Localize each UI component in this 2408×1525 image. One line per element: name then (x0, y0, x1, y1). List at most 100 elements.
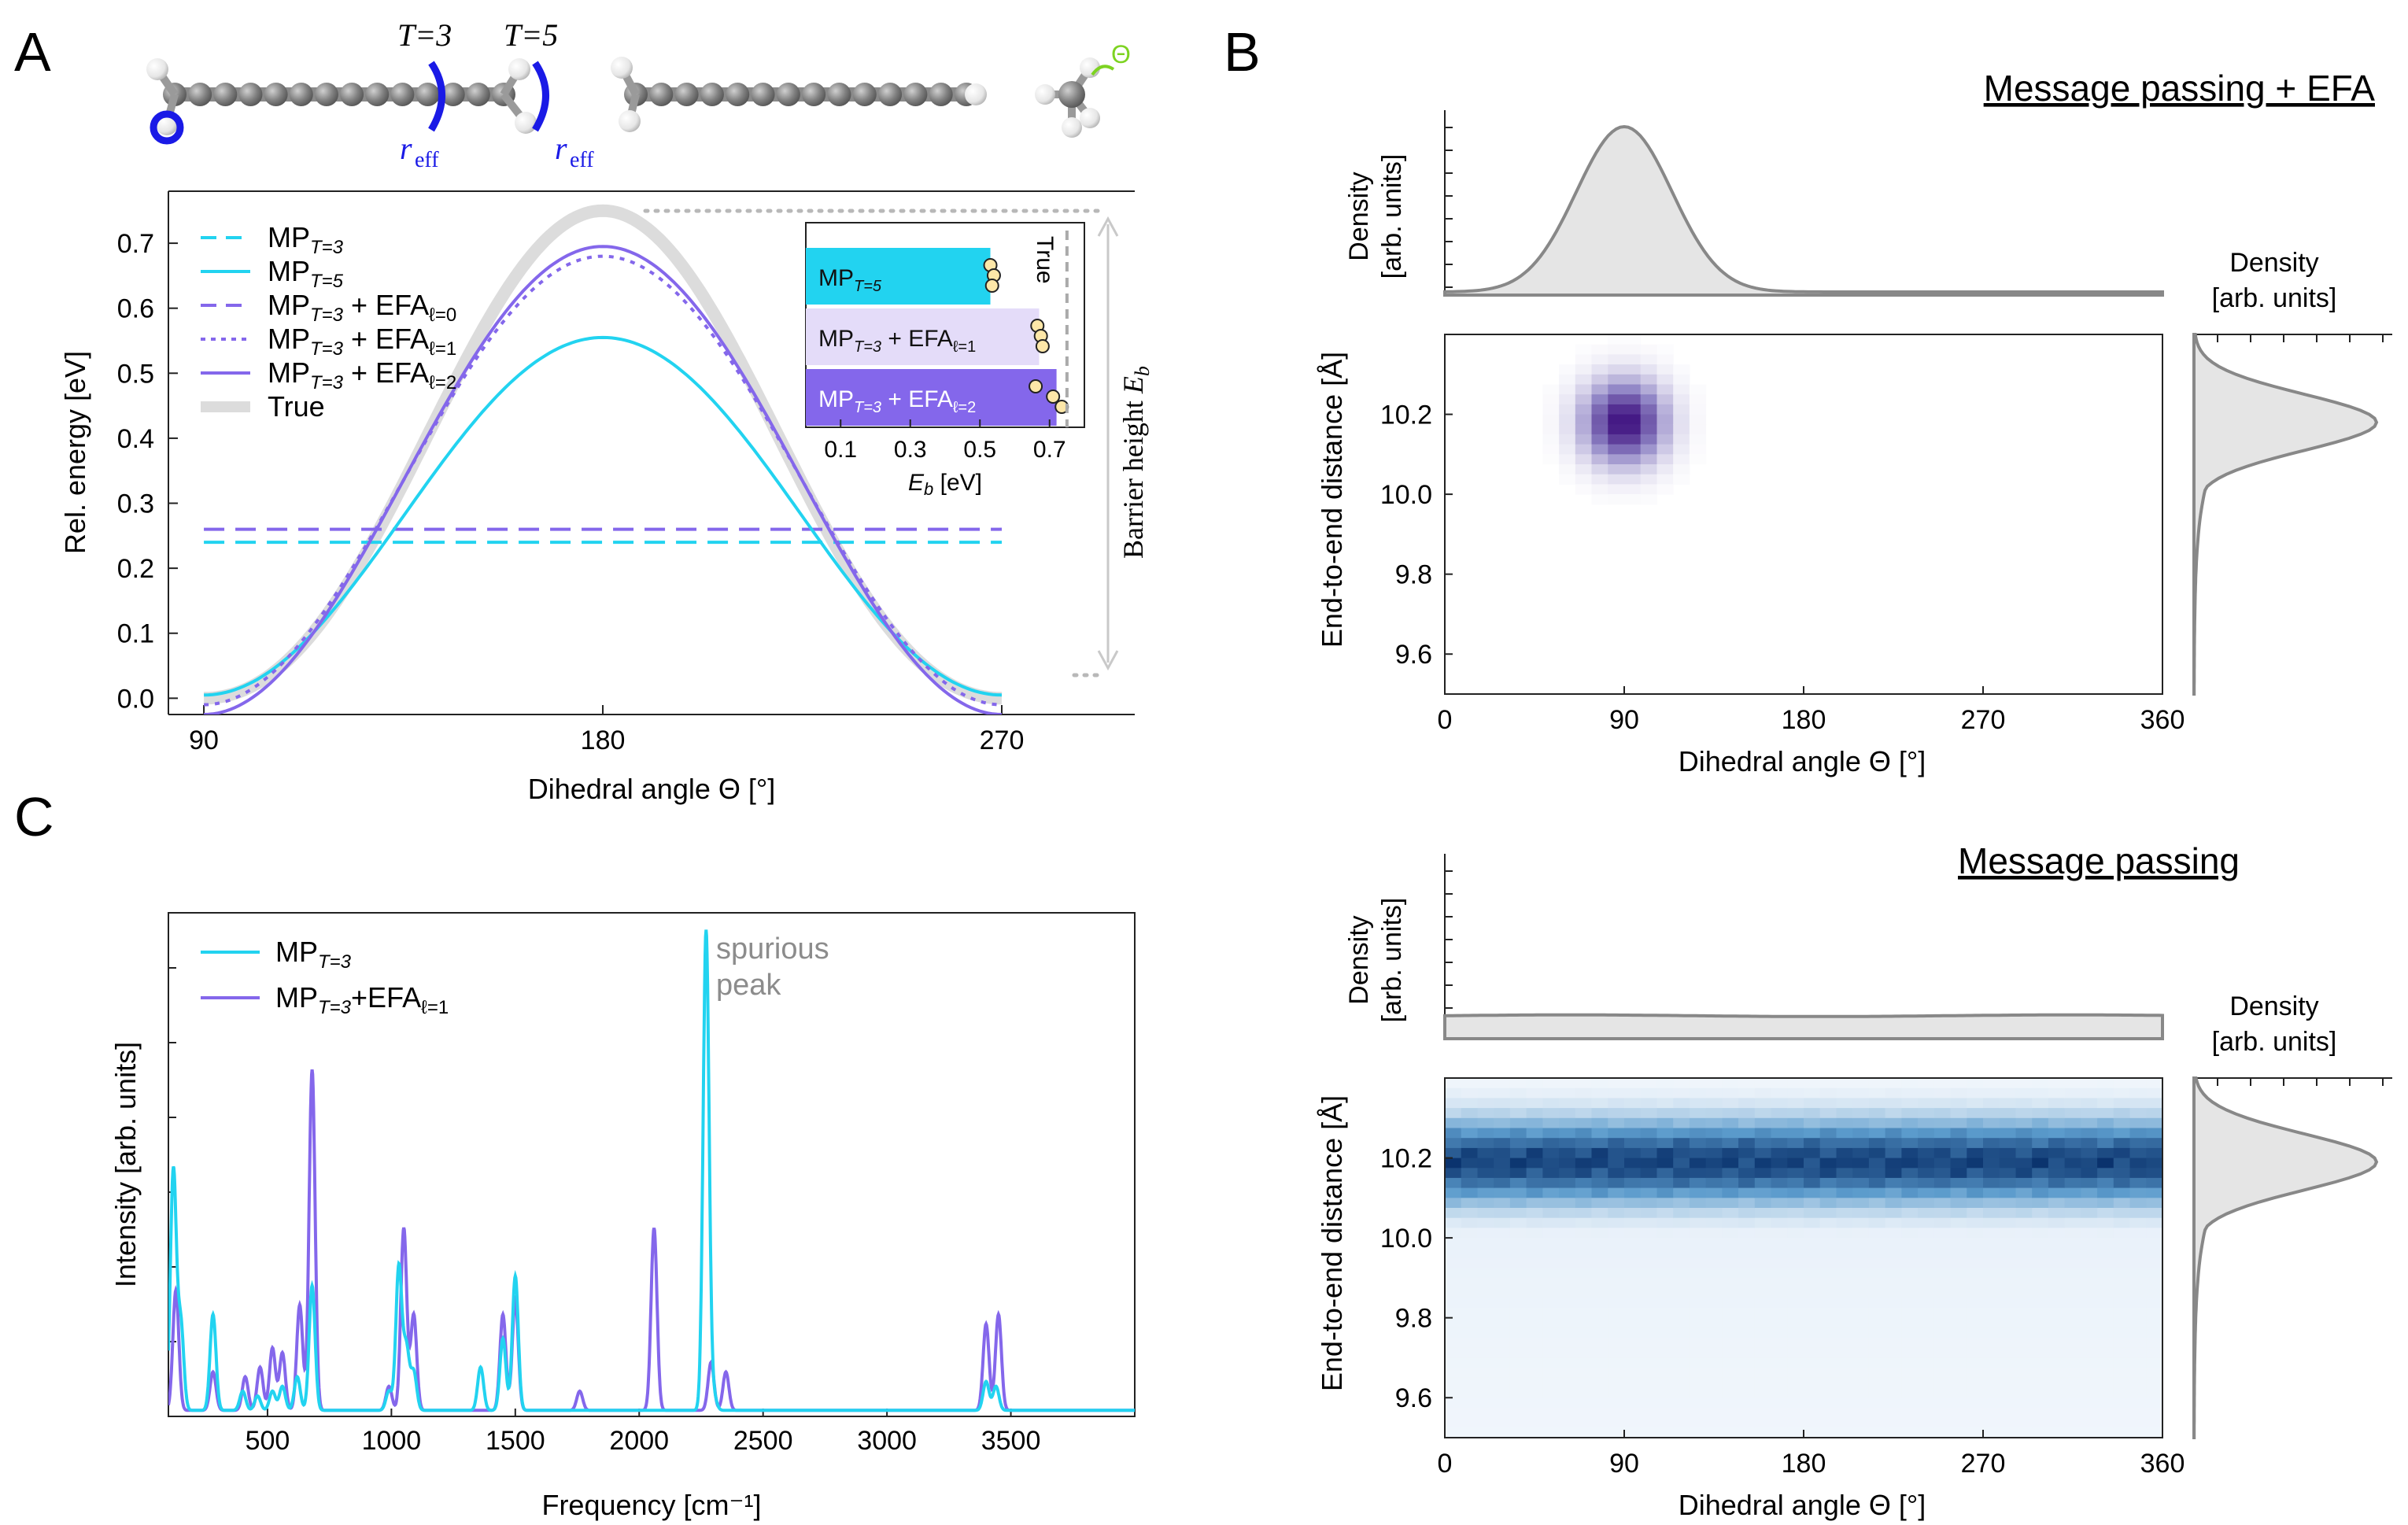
heatmap-cell (1999, 1357, 2016, 1368)
heatmap-cell (1738, 1377, 1756, 1389)
heatmap-cell (1967, 1108, 1984, 1119)
heatmap-cell (1689, 1247, 1707, 1259)
heatmap-cell (1950, 1287, 1967, 1298)
heatmap-cell (1819, 1177, 1837, 1189)
heatmap-cell (1819, 1217, 1837, 1228)
heatmap-cell (1509, 1078, 1527, 1089)
heatmap-cell (1608, 384, 1625, 395)
heatmap-cell (1640, 1398, 1657, 1409)
heatmap-cell (1689, 454, 1707, 465)
heatmap-cell (1461, 1398, 1478, 1409)
heatmap-cell (1771, 1357, 1788, 1368)
heatmap-cell (2129, 1417, 2147, 1428)
heatmap-cell (1608, 1128, 1625, 1139)
methyl-group (1035, 57, 1100, 138)
heatmap-cell (1673, 1208, 1690, 1219)
heatmap-cell (2015, 1257, 2033, 1268)
heatmap-cell (1656, 1317, 1674, 1328)
heatmap-cell (1787, 1347, 1804, 1359)
heatmap-cell (2081, 1407, 2098, 1419)
heatmap-cell (2032, 1277, 2049, 1289)
heatmap-cell (1542, 1078, 1560, 1089)
heatmap-cell (1754, 1168, 1772, 1179)
heatmap-cell (1852, 1238, 1870, 1249)
heatmap-cell (1461, 1177, 1478, 1189)
heatmap-cell (1509, 1368, 1527, 1379)
heatmap-cell (2048, 1277, 2066, 1289)
heatmap-cell (1754, 1387, 1772, 1398)
heatmap-cell (1624, 1377, 1642, 1389)
heatmap-cell (2146, 1217, 2163, 1228)
heatmap-cell (1624, 1427, 1642, 1438)
heatmap-cell (1689, 384, 1707, 395)
a-legend-label-2: MPT=3 + EFAℓ=0 (268, 289, 456, 326)
heatmap-cell (2097, 1277, 2114, 1289)
heatmap-cell (1591, 1138, 1608, 1149)
heatmap-cell (1542, 1098, 1560, 1109)
heatmap-cell (2129, 1187, 2147, 1198)
heatmap-cell (1885, 1308, 1902, 1319)
heatmap-cell (1819, 1398, 1837, 1409)
heatmap-cell (1591, 1087, 1608, 1099)
heatmap-cell (1608, 404, 1625, 415)
heatmap-cell (1787, 1387, 1804, 1398)
heatmap-cell (1542, 1158, 1560, 1169)
heatmap-cell (1738, 1407, 1756, 1419)
heatmap-cell (1868, 1268, 1886, 1279)
heatmap-cell (1983, 1398, 2000, 1409)
heatmap-cell (1526, 1338, 1543, 1349)
heatmap-cell (2064, 1387, 2081, 1398)
heatmap-cell (1771, 1177, 1788, 1189)
heatmap-cell (1933, 1147, 1952, 1159)
heatmap-cell (1494, 1347, 1511, 1359)
heatmap-cell (1819, 1247, 1837, 1259)
heatmap-cell (1559, 1087, 1576, 1099)
heatmap-cell (1559, 454, 1576, 465)
heatmap-cell (2146, 1177, 2163, 1189)
heatmap-cell (2097, 1098, 2114, 1109)
heatmap-cell (1967, 1087, 1984, 1099)
heatmap-cell (1509, 1158, 1527, 1169)
heatmap-cell (1967, 1298, 1984, 1309)
heatmap-cell (1575, 414, 1593, 425)
heatmap-cell (1852, 1228, 1870, 1239)
heatmap-cell (1705, 1158, 1723, 1169)
heatmap-cell (1656, 414, 1674, 425)
heatmap-cell (2015, 1238, 2033, 1249)
heatmap-cell (1754, 1187, 1772, 1198)
heatmap-cell (1559, 1338, 1576, 1349)
heatmap-cell (1771, 1407, 1788, 1419)
heatmap-cell (1689, 1117, 1707, 1129)
heatmap-cell (2129, 1357, 2147, 1368)
heatmap-cell (1885, 1287, 1902, 1298)
a-ytick-label: 0.6 (117, 294, 154, 324)
heatmap-cell (2032, 1177, 2049, 1189)
heatmap-cell (1494, 1327, 1511, 1339)
heatmap-cell (1787, 1407, 1804, 1419)
heatmap-cell (1852, 1177, 1870, 1189)
heatmap-cell (1575, 384, 1593, 395)
heatmap-cell (2015, 1087, 2033, 1099)
heatmap-cell (1689, 1177, 1707, 1189)
heatmap-cell (1722, 1268, 1739, 1279)
heatmap-cell (1754, 1238, 1772, 1249)
heatmap-cell (1738, 1387, 1756, 1398)
heatmap-cell (1901, 1198, 1919, 1209)
a-series-line-5 (203, 204, 1003, 705)
heatmap-cell (1901, 1338, 1919, 1349)
heatmap-cell (1575, 474, 1593, 485)
heatmap-cell (1722, 1257, 1739, 1268)
heatmap-cell (2113, 1387, 2131, 1398)
heatmap-cell (2081, 1347, 2098, 1359)
heatmap-cell (2015, 1287, 2033, 1298)
barrier-label: Barrier height Eb (1117, 366, 1154, 559)
heatmap-cell (1542, 1327, 1560, 1339)
heatmap-cell (2064, 1158, 2081, 1169)
heatmap-cell (1933, 1327, 1952, 1339)
heatmap-cell (1705, 1147, 1723, 1159)
heatmap-cell (1656, 1417, 1674, 1428)
heatmap-cell (1575, 1208, 1593, 1219)
heatmap-cell (1705, 1208, 1723, 1219)
b-xtick-label: 90 (1609, 705, 1639, 735)
